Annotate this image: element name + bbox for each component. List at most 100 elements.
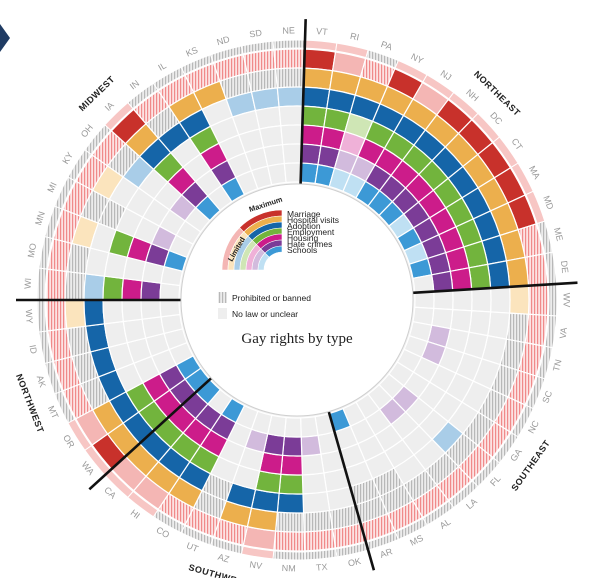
region-divider-line — [88, 377, 213, 491]
state-label: CO — [154, 525, 171, 540]
cell-tx-employment — [301, 472, 328, 495]
state-label: MD — [541, 194, 556, 211]
cell-tx-schools — [300, 415, 319, 438]
cell-wy-hate-crimes — [140, 299, 162, 320]
cell-wv-housing — [452, 288, 473, 312]
cell-wi-adoption — [83, 273, 106, 301]
cell-ne-marriage — [273, 48, 306, 70]
cell-ne-adoption — [276, 86, 305, 108]
cell-wv-hospital-visits — [508, 285, 530, 315]
state-label: KY — [60, 150, 75, 165]
legend-unclear-swatch — [218, 308, 227, 319]
legend-item-label: Adoption — [287, 221, 321, 231]
state-label: DC — [488, 110, 504, 127]
cell-va-adoption — [486, 311, 511, 340]
region-divider-line — [327, 411, 376, 571]
state-label: AL — [438, 517, 453, 531]
cell-sd-hate-crimes — [262, 144, 286, 167]
region-label-southeast: SOUTHEAST — [509, 438, 552, 493]
cell-ne-housing — [280, 124, 304, 146]
corner-arrow-icon — [0, 24, 10, 52]
region-label-southwest: SOUTHWEST — [187, 562, 249, 578]
state-label: NC — [526, 418, 541, 435]
state-label: ID — [27, 344, 39, 355]
cell-vt-hospital-visits — [302, 67, 334, 91]
cell-wv-employment — [471, 287, 492, 313]
state-label: WV — [562, 293, 572, 308]
state-label: MA — [527, 164, 542, 181]
state-label: MI — [45, 181, 58, 194]
cell-wi-hospital-visits — [64, 270, 87, 301]
cell-va-employment — [468, 310, 492, 337]
state-label: TX — [316, 562, 328, 573]
state-label: MT — [46, 404, 61, 420]
rim-wv — [547, 283, 558, 317]
state-label: NE — [282, 25, 295, 35]
cell-wy-employment — [102, 299, 124, 325]
state-label: KS — [184, 45, 199, 59]
cell-wv-hate-crimes — [433, 289, 454, 311]
state-label: GA — [508, 447, 524, 463]
state-label: FL — [488, 474, 502, 489]
state-label: NM — [282, 563, 296, 573]
cell-sd-housing — [258, 125, 284, 149]
legend-item-label: Employment — [287, 227, 335, 237]
cell-wi-marriage — [45, 268, 68, 301]
state-label: AK — [35, 374, 48, 388]
cell-de-housing — [449, 267, 473, 292]
state-label: AR — [379, 546, 395, 560]
cell-wy-adoption — [83, 299, 106, 327]
cell-ne-hate-crimes — [281, 143, 303, 165]
cell-tx-adoption — [302, 491, 331, 514]
legend-maximum-schools — [264, 245, 283, 258]
rim-ne — [272, 39, 306, 50]
state-label: ND — [216, 34, 232, 47]
chart-title: Gay rights by type — [241, 331, 353, 347]
legend-item-label: Hospital visits — [287, 215, 339, 225]
cell-de-schools — [412, 274, 435, 294]
cell-ne-hospital-visits — [274, 67, 305, 89]
state-label: MS — [408, 533, 425, 548]
rim-wi — [36, 267, 48, 301]
state-label: OK — [347, 556, 362, 569]
legend-unclear-label: No law or unclear — [232, 309, 298, 319]
state-label: NH — [464, 87, 480, 103]
cell-sd-schools — [266, 162, 287, 186]
cell-tx-hospital-visits — [302, 509, 334, 533]
state-label: NV — [249, 559, 263, 571]
state-label: NJ — [439, 68, 454, 82]
legend-item-label: Housing — [287, 233, 318, 243]
cell-nm-housing — [280, 454, 304, 476]
state-label: WI — [23, 278, 34, 290]
rim-wy — [36, 299, 48, 333]
state-label: VA — [558, 327, 569, 339]
state-label: IA — [103, 100, 116, 113]
region-divider-line — [412, 281, 578, 295]
region-dividers — [16, 19, 578, 571]
state-label: HI — [129, 507, 142, 520]
legend-prohibited-label: Prohibited or banned — [232, 293, 311, 303]
state-label: NY — [409, 51, 425, 66]
cell-nm-schools — [283, 416, 302, 438]
state-label: UT — [185, 540, 200, 554]
state-label: OH — [79, 123, 95, 140]
cell-wy-hospital-visits — [64, 299, 87, 330]
cell-ne-schools — [283, 162, 302, 184]
cell-nm-employment — [278, 473, 304, 495]
cell-nm-marriage — [273, 530, 306, 552]
legend-item-label: Schools — [287, 245, 317, 255]
cell-de-employment — [468, 263, 492, 290]
state-label: PA — [380, 39, 394, 52]
cell-de-hate-crimes — [430, 270, 454, 293]
state-label: MO — [26, 242, 38, 258]
state-label: RI — [349, 31, 360, 43]
state-label: MN — [33, 210, 47, 226]
state-label: TN — [551, 358, 564, 372]
cell-wy-schools — [159, 299, 181, 318]
cell-vt-employment — [301, 105, 328, 128]
cell-wy-housing — [121, 299, 143, 323]
cell-wv-schools — [414, 290, 435, 310]
legend-item-label: Marriage — [287, 209, 321, 219]
cell-vt-housing — [301, 124, 325, 147]
